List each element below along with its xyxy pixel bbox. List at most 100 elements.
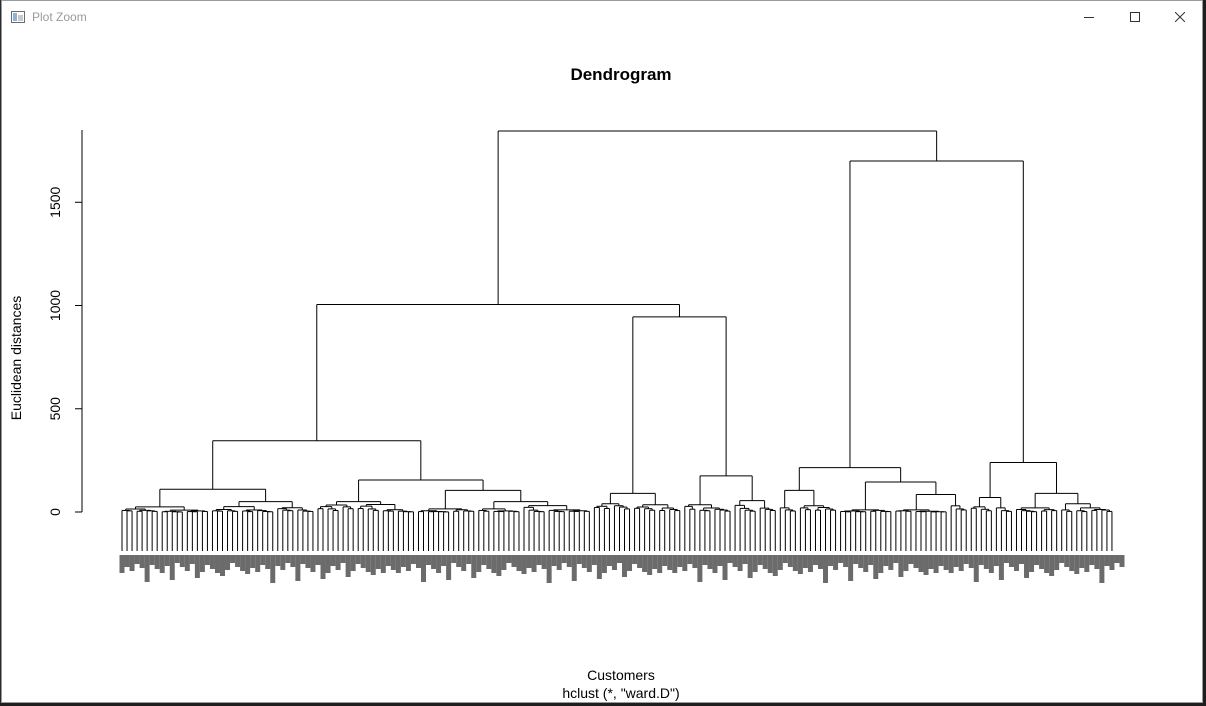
leaf-label-mark	[848, 555, 854, 581]
leaf-label-mark	[616, 555, 622, 563]
leaf-label-mark	[265, 555, 271, 569]
leaf-label-mark	[662, 555, 668, 566]
plot-window-icon	[11, 10, 25, 23]
leaf-label-mark	[496, 555, 502, 576]
leaf-label-mark	[209, 555, 215, 569]
leaf-label-mark	[330, 555, 336, 566]
leaf-label-mark	[250, 555, 256, 568]
leaf-label-mark	[139, 555, 145, 568]
leaf-label-mark	[400, 555, 406, 567]
leaf-label-mark	[1029, 555, 1035, 572]
minimize-button[interactable]	[1066, 1, 1112, 33]
leaf-label-mark	[1003, 555, 1009, 563]
leaf-label-mark	[184, 555, 190, 571]
leaf-label-mark	[380, 555, 386, 573]
leaf-label-mark	[1099, 555, 1105, 583]
leaf-label-mark	[561, 555, 567, 563]
leaf-label-mark	[622, 555, 628, 577]
leaf-label-mark	[174, 555, 180, 563]
leaf-label-mark	[873, 555, 879, 579]
leaf-label-mark	[993, 555, 999, 566]
leaf-label-mark	[385, 555, 391, 566]
leaf-label-mark	[792, 555, 798, 571]
leaf-label-mark	[968, 555, 974, 568]
leaf-label-mark	[280, 555, 286, 570]
leaf-label-mark	[461, 555, 467, 571]
leaf-label-mark	[154, 555, 160, 569]
leaf-label-mark	[632, 555, 638, 564]
leaf-label-mark	[823, 555, 829, 583]
leaf-label-mark	[1049, 555, 1055, 576]
title-bar[interactable]: Plot Zoom	[2, 1, 1202, 33]
leaf-label-mark	[722, 555, 728, 580]
leaf-label-mark	[948, 555, 954, 573]
leaf-label-mark	[1079, 555, 1085, 568]
leaf-label-mark	[1064, 555, 1070, 567]
leaf-label-mark	[466, 555, 472, 564]
leaf-label-mark	[486, 555, 492, 569]
leaf-label-mark	[772, 555, 778, 576]
leaf-label-mark	[566, 555, 572, 567]
leaf-label-mark	[642, 555, 648, 572]
leaf-label-mark	[732, 555, 738, 567]
leaf-label-mark	[1013, 555, 1019, 571]
leaf-label-mark	[782, 555, 788, 563]
leaf-label-mark	[591, 555, 597, 565]
leaf-label-mark	[335, 555, 341, 570]
leaf-label-mark	[431, 555, 437, 569]
leaf-label-mark	[345, 555, 351, 577]
leaf-label-mark	[787, 555, 793, 567]
leaf-label-mark	[1119, 555, 1125, 567]
leaf-label-mark	[923, 555, 929, 575]
leaf-label-mark	[843, 555, 849, 567]
leaf-label-mark	[415, 555, 421, 568]
leaf-label-mark	[541, 555, 547, 569]
leaf-label-mark	[531, 555, 537, 572]
leaf-label-mark	[863, 555, 869, 572]
chart-subtitle: hclust (*, "ward.D")	[562, 685, 679, 701]
dendrogram-plot: Dendrogram 0 500 1000 1500 Euclidean distan…	[8, 65, 1125, 701]
leaf-label-mark	[521, 555, 527, 574]
leaf-label-mark	[878, 555, 884, 573]
y-tick-label: 500	[47, 397, 63, 421]
leaf-label-mark	[360, 555, 366, 568]
leaf-label-mark	[838, 555, 844, 563]
leaf-label-mark	[903, 555, 909, 571]
close-button[interactable]	[1157, 1, 1203, 33]
leaf-label-mark	[883, 555, 889, 566]
leaf-label-mark	[707, 555, 713, 569]
leaf-label-mark	[727, 555, 733, 563]
leaf-label-mark	[1089, 555, 1095, 565]
leaf-label-mark	[918, 555, 924, 572]
leaf-label-mark	[410, 555, 416, 564]
leaf-label-mark	[1104, 555, 1110, 566]
leaf-label-mark	[134, 555, 140, 564]
leaf-label-mark	[571, 555, 577, 581]
x-axis-label: Customers	[587, 667, 655, 683]
maximize-button[interactable]	[1112, 1, 1158, 33]
leaf-label-mark	[767, 555, 773, 573]
leaf-label-mark	[913, 555, 919, 568]
leaf-label-mark	[762, 555, 768, 569]
leaf-label-mark	[1109, 555, 1115, 570]
leaf-label-mark	[682, 555, 688, 571]
leaf-label-mark	[1039, 555, 1045, 569]
leaf-label-mark	[214, 555, 220, 573]
leaf-label-mark	[481, 555, 487, 565]
leaf-label-mark	[647, 555, 653, 575]
leaf-label-mark	[888, 555, 894, 570]
leaf-label-mark	[807, 555, 813, 572]
leaf-label-mark	[697, 555, 703, 582]
dendrogram-tree	[121, 130, 1113, 551]
leaf-label-mark	[325, 555, 331, 573]
leaf-label-mark	[290, 555, 296, 567]
leaf-label-mark	[446, 555, 452, 580]
leaf-label-mark	[1059, 555, 1065, 563]
leaf-label-mark	[1024, 555, 1030, 578]
leaf-label-mark	[627, 555, 633, 571]
leaf-labels	[119, 555, 1125, 583]
y-tick-label: 1500	[47, 186, 63, 217]
leaf-label-mark	[601, 555, 607, 573]
leaf-label-mark	[421, 555, 427, 582]
